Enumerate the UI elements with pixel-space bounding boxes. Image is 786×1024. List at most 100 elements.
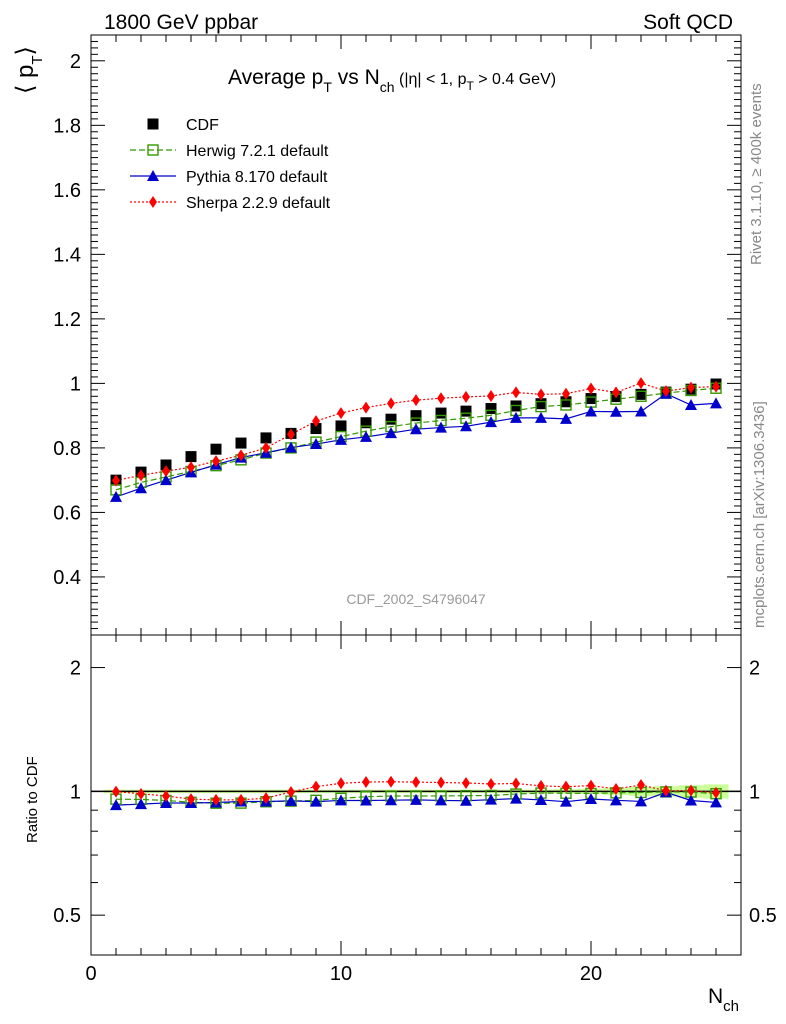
ratio-point-sherpa bbox=[562, 780, 570, 793]
ratio-point-pythia bbox=[535, 793, 547, 805]
ratio-point-pythia bbox=[285, 794, 297, 806]
ratio-point-pythia bbox=[385, 794, 397, 806]
point-cdf bbox=[360, 417, 372, 429]
y-axis-label: ⟨ pT⟩ bbox=[12, 46, 46, 94]
point-sherpa bbox=[112, 474, 120, 487]
point-sherpa bbox=[587, 382, 595, 395]
point-cdf bbox=[435, 407, 447, 419]
point-sherpa bbox=[687, 381, 695, 394]
ratio-point-sherpa bbox=[137, 787, 145, 800]
point-sherpa bbox=[712, 380, 720, 393]
point-cdf bbox=[410, 410, 422, 422]
point-pythia bbox=[385, 427, 397, 439]
y-tick-label: 2 bbox=[70, 51, 81, 73]
point-pythia bbox=[110, 490, 122, 502]
ratio-point-sherpa bbox=[262, 792, 270, 805]
point-sherpa bbox=[537, 388, 545, 401]
y-tick-label: 1.2 bbox=[53, 309, 81, 331]
ratio-point-sherpa bbox=[337, 777, 345, 790]
point-sherpa bbox=[562, 387, 570, 400]
y-tick-label: 0.6 bbox=[53, 502, 81, 524]
analysis-id: CDF_2002_S4796047 bbox=[346, 591, 486, 607]
point-cdf bbox=[635, 388, 647, 400]
point-pythia bbox=[585, 405, 597, 417]
ratio-point-sherpa bbox=[462, 776, 470, 789]
point-cdf bbox=[235, 437, 247, 449]
ratio-point-sherpa bbox=[712, 786, 720, 799]
ratio-point-sherpa bbox=[112, 785, 120, 798]
point-sherpa bbox=[312, 415, 320, 428]
x-tick-label: 10 bbox=[330, 963, 352, 985]
point-cdf bbox=[485, 403, 497, 415]
ratio-point-pythia bbox=[360, 794, 372, 806]
ratio-point-pythia bbox=[410, 793, 422, 805]
ratio-point-sherpa bbox=[362, 776, 370, 789]
category-label: Soft QCD bbox=[643, 11, 733, 34]
mcplots-label: mcplots.cern.ch [arXiv:1306.3436] bbox=[751, 401, 768, 628]
legend-marker-cdf bbox=[147, 118, 159, 130]
point-herwig bbox=[535, 400, 547, 413]
ratio-point-pythia bbox=[335, 794, 347, 806]
point-pythia bbox=[610, 405, 622, 417]
ratio-point-sherpa bbox=[612, 782, 620, 795]
legend: CDF Herwig 7.2.1 default Pythia 8.170 de… bbox=[130, 117, 331, 212]
rivet-label: Rivet 3.1.10, ≥ 400k events bbox=[748, 83, 765, 265]
x-tick-label: 0 bbox=[85, 963, 96, 985]
x-axis-label: Nch bbox=[708, 985, 739, 1015]
legend-marker-herwig bbox=[147, 144, 159, 156]
point-sherpa bbox=[237, 449, 245, 462]
point-pythia bbox=[335, 433, 347, 445]
point-sherpa bbox=[637, 377, 645, 390]
point-sherpa bbox=[187, 461, 195, 474]
ratio-point-sherpa bbox=[687, 784, 695, 797]
point-sherpa bbox=[212, 455, 220, 468]
ratio-point-pythia bbox=[685, 794, 697, 806]
chart-title: Average pT vs Nch (|η| < 1, pT > 0.4 GeV… bbox=[228, 66, 556, 95]
ratio-point-pythia bbox=[310, 795, 322, 807]
y-tick-label: 0.4 bbox=[53, 567, 81, 589]
y-tick-label: 1.4 bbox=[53, 244, 81, 266]
x-tick-label: 20 bbox=[580, 963, 602, 985]
ratio-point-pythia bbox=[110, 799, 122, 811]
point-pythia bbox=[285, 441, 297, 453]
legend-marker-pythia bbox=[147, 170, 159, 181]
point-sherpa bbox=[462, 390, 470, 403]
legend-label-herwig: Herwig 7.2.1 default bbox=[186, 143, 329, 160]
point-cdf bbox=[535, 398, 547, 410]
point-pythia bbox=[635, 405, 647, 417]
point-sherpa bbox=[337, 407, 345, 420]
point-sherpa bbox=[387, 397, 395, 410]
point-sherpa bbox=[412, 394, 420, 407]
point-pythia bbox=[510, 411, 522, 423]
point-pythia bbox=[460, 420, 472, 432]
ratio-tick-label: 2 bbox=[70, 658, 81, 680]
ratio-point-pythia bbox=[610, 794, 622, 806]
ratio-point-pythia bbox=[435, 794, 447, 806]
point-cdf bbox=[385, 413, 397, 425]
ratio-point-sherpa bbox=[437, 776, 445, 789]
point-cdf bbox=[260, 432, 272, 444]
ratio-point-sherpa bbox=[537, 779, 545, 792]
point-sherpa bbox=[487, 389, 495, 402]
point-pythia bbox=[535, 411, 547, 423]
point-sherpa bbox=[137, 469, 145, 482]
ratio-point-sherpa bbox=[237, 793, 245, 806]
ratio-point-sherpa bbox=[487, 777, 495, 790]
ratio-point-sherpa bbox=[637, 778, 645, 791]
point-pythia bbox=[410, 423, 422, 435]
point-sherpa bbox=[362, 401, 370, 414]
point-sherpa bbox=[162, 465, 170, 478]
point-pythia bbox=[560, 412, 572, 424]
ratio-point-sherpa bbox=[662, 784, 670, 797]
ratio-point-pythia bbox=[460, 794, 472, 806]
point-cdf bbox=[210, 443, 222, 455]
point-cdf bbox=[310, 423, 322, 435]
point-pythia bbox=[685, 399, 697, 410]
ratio-point-sherpa bbox=[387, 775, 395, 788]
ratio-point-sherpa bbox=[312, 780, 320, 793]
point-pythia bbox=[710, 397, 722, 409]
legend-label-pythia: Pythia 8.170 default bbox=[186, 169, 328, 186]
energy-label: 1800 GeV ppbar bbox=[104, 11, 258, 34]
ratio-tick-label-right: 2 bbox=[749, 658, 760, 680]
